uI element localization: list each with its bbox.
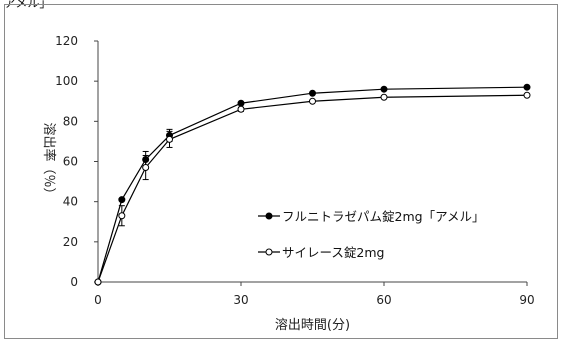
data-point xyxy=(94,278,102,286)
y-tick-label: 80 xyxy=(63,114,78,128)
data-point xyxy=(309,89,316,97)
y-axis-title: 溶出率（％） xyxy=(41,122,57,200)
data-point xyxy=(309,97,316,105)
data-point xyxy=(118,212,126,220)
legend-marker xyxy=(265,248,273,256)
legend: フルニトラゼパム錠2mg「アメル」サイレース錠2mg xyxy=(258,209,484,260)
series-line-2 xyxy=(97,94,528,283)
data-point xyxy=(118,196,126,204)
legend-marker xyxy=(265,212,273,220)
chart-frame xyxy=(4,4,558,339)
y-tick-label: 100 xyxy=(55,74,78,88)
data-point xyxy=(523,83,531,91)
data-point xyxy=(166,135,173,143)
series-group xyxy=(94,83,531,286)
data-point xyxy=(380,85,388,93)
legend-label: フルニトラゼパム錠2mg「アメル」 xyxy=(282,209,484,224)
y-tick-label: 0 xyxy=(70,275,78,289)
x-tick-label: 0 xyxy=(94,293,102,307)
data-point xyxy=(523,91,531,99)
y-tick-label: 40 xyxy=(63,195,78,209)
x-tick-label: 30 xyxy=(233,293,248,307)
series-line-1 xyxy=(97,86,528,283)
legend-label: サイレース錠2mg xyxy=(282,245,384,260)
x-axis-title: 溶出時間(分) xyxy=(275,318,350,333)
data-point xyxy=(237,99,245,107)
header-text: アメル」 xyxy=(4,0,52,10)
data-point xyxy=(142,164,150,172)
axes: 0 20 40 60 80 100 120 0 30 60 90 xyxy=(55,34,535,307)
y-tick-label: 60 xyxy=(63,155,78,169)
data-point xyxy=(237,105,245,113)
y-tick-label: 120 xyxy=(55,34,78,48)
data-point xyxy=(380,93,388,101)
x-tick-label: 90 xyxy=(519,293,534,307)
y-tick-label: 20 xyxy=(63,235,78,249)
x-tick-label: 60 xyxy=(376,293,391,307)
